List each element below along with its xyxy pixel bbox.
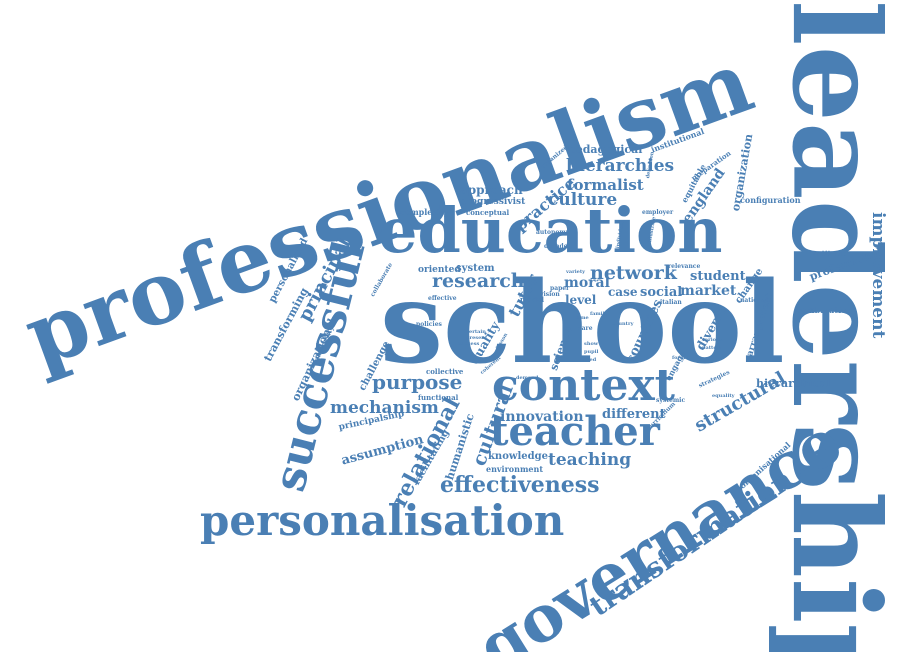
word-approach: approach — [460, 183, 523, 197]
word-autonomy: autonomy — [536, 229, 570, 236]
word-progressivist: progressivist — [460, 197, 526, 207]
word-oriented: oriented — [418, 265, 461, 275]
word-hierarchical: hierarchical — [756, 377, 831, 390]
word-demand: demand — [516, 375, 539, 381]
word-teacher: teacher — [490, 408, 660, 455]
word-forms: forms — [672, 355, 689, 361]
word-show: show — [584, 341, 599, 347]
word-care: care — [578, 325, 593, 332]
word-italian: italian — [660, 299, 682, 306]
word-effectiveness: effectiveness — [440, 472, 600, 498]
word-knowledge: knowledge — [488, 451, 548, 462]
word-based: based — [580, 357, 597, 363]
word-effective: effective — [428, 295, 457, 302]
word-moral: moral — [564, 275, 610, 291]
word-school: school — [380, 258, 785, 389]
word-variety: variety — [566, 269, 586, 275]
word-equality: equality — [712, 393, 735, 399]
word-hierarchies: hierarchies — [566, 156, 675, 176]
word-configuration: configuration — [740, 195, 801, 205]
word-relevance: relevance — [668, 263, 701, 270]
word-policies: policies — [416, 321, 442, 328]
word-combination: combination — [796, 305, 853, 315]
word-vision: vision — [540, 291, 560, 298]
word-time: time — [576, 315, 589, 321]
word-functional: functional — [418, 393, 459, 402]
word-culture: culture — [548, 190, 618, 210]
word-different: different — [602, 407, 666, 422]
word-employer: employer — [642, 209, 674, 216]
word-systemic: systemic — [656, 397, 686, 404]
word-context: context — [492, 360, 676, 411]
word-various: various — [702, 337, 723, 343]
word-collective: collective — [426, 367, 464, 376]
word-country: country — [612, 321, 634, 327]
word-formalist: formalist — [567, 176, 644, 194]
word-complexity: complexity — [400, 207, 449, 217]
word-model: model — [520, 295, 545, 304]
word-case: case — [608, 285, 638, 299]
word-innovation: innovation — [500, 409, 584, 425]
word-national: national — [740, 297, 768, 304]
word-market: market — [680, 283, 737, 299]
word-environment: environment — [486, 464, 544, 474]
word-social: social — [640, 285, 683, 300]
word-personalisation: personalisation — [200, 496, 565, 545]
word-education: education — [378, 194, 723, 267]
word-system: system — [456, 263, 495, 274]
word-mechanism: mechanism — [330, 398, 439, 418]
word-paper: paper — [550, 285, 570, 292]
word-certain: certain — [466, 329, 486, 335]
word-present: present — [466, 335, 488, 341]
word-student: student — [690, 269, 746, 284]
word-family: family — [590, 311, 608, 317]
word-research: research — [432, 270, 525, 292]
word-pedagogical: pedagogical — [568, 143, 643, 156]
word-pattern: pattern — [702, 345, 723, 351]
word-level: level — [565, 293, 597, 307]
word-conceptual: conceptual — [466, 208, 510, 217]
word-decade: decade — [544, 243, 568, 250]
word-purpose: purpose — [372, 370, 463, 394]
word-pupil: pupil — [584, 349, 599, 355]
word-success: success — [458, 341, 480, 347]
word-improvement: improvement — [868, 212, 888, 339]
word-institution: institution — [810, 249, 852, 258]
word-network: network — [590, 262, 677, 284]
word-teaching: teaching — [548, 450, 632, 470]
